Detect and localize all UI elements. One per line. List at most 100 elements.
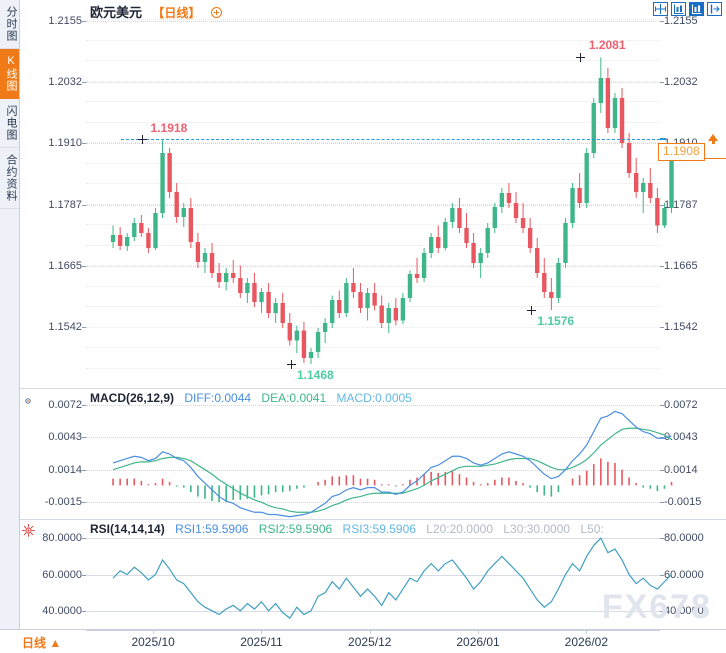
annotation-cross-marker xyxy=(138,134,148,144)
rsi-axis-label: 60.0000 xyxy=(42,568,82,581)
macd-axis-label: -0.0015 xyxy=(44,496,82,509)
minor-gridline xyxy=(86,203,660,205)
timeframe-button[interactable]: 日线 ▲ xyxy=(22,636,62,650)
time-axis-tick xyxy=(153,630,155,634)
minor-gridline xyxy=(86,326,660,328)
rsi2-value: RSI2:59.5906 xyxy=(258,522,333,536)
sidebar-item-kline[interactable]: K线图 xyxy=(0,49,19,99)
sidebar-item-timeline[interactable]: 分时图 xyxy=(0,0,19,49)
price-legend: 欧元美元 【日线】 xyxy=(90,2,229,21)
annotation-cross-marker xyxy=(576,53,586,62)
macd-axis-left: 0.0072 0.0043 0.0014 -0.0015 xyxy=(20,389,86,519)
price-axis-label: 1.1542 xyxy=(48,321,82,333)
annotation-cross-marker xyxy=(526,305,536,315)
axis-tick xyxy=(82,204,86,206)
price-axis-left: 1.2155 1.2032 1.1910 1.1787 1.1665 1.1542 xyxy=(20,0,86,388)
candlestick-series xyxy=(110,57,674,364)
axis-tick xyxy=(660,437,664,439)
macd-macd-value: MACD:0.0005 xyxy=(336,391,412,405)
gridline xyxy=(86,610,660,612)
minor-gridline xyxy=(86,285,660,287)
price-axis-label: 1.1542 xyxy=(664,321,698,333)
gridline xyxy=(86,143,660,144)
crosshair-icon[interactable] xyxy=(653,2,668,16)
minor-gridline xyxy=(86,183,660,184)
axis-tick xyxy=(82,20,86,22)
sidebar-item-lightning[interactable]: 闪电图 xyxy=(0,99,19,148)
current-price-tag[interactable]: 1.1908 xyxy=(658,143,705,161)
minor-gridline xyxy=(86,306,660,307)
rsi-axis-right: 80.0000 60.0000 40.0000 xyxy=(660,520,726,629)
time-axis-label: 2025/12 xyxy=(348,635,392,649)
macd-title: MACD(26,12,9) xyxy=(90,391,175,405)
symbol-label: 欧元美元 xyxy=(90,5,143,20)
rsi-axis-label: 40.0000 xyxy=(664,604,704,617)
macd-panel[interactable]: 0.0072 0.0043 0.0014 -0.0015 0.0072 0.0043 0.… xyxy=(20,389,726,519)
macd-axis-label: 0.0014 xyxy=(664,463,698,476)
rsi-gridlines xyxy=(86,520,660,629)
sidebar-item-contract-info[interactable]: 合约资料 xyxy=(0,148,19,209)
time-axis: 日线 ▲ 2025/10 2025/11 2025/12 2026/01 2026/02 xyxy=(0,629,726,653)
axis-tick xyxy=(82,502,86,504)
export-icon[interactable] xyxy=(707,2,722,16)
chart-scale-left-icon[interactable] xyxy=(671,2,686,16)
annotation-swing-low: 1.1576 xyxy=(537,314,575,328)
time-axis-label: 2026/02 xyxy=(564,635,609,649)
axis-tick xyxy=(82,610,86,612)
gridline xyxy=(86,20,660,22)
price-axis-label: 1.1787 xyxy=(48,198,82,211)
axis-tick xyxy=(660,204,664,206)
axis-tick xyxy=(82,437,86,439)
macd-axis-label: 0.0043 xyxy=(48,431,82,444)
minor-gridline xyxy=(86,121,660,123)
annotation-swing-high: 1.2081 xyxy=(588,37,626,52)
axis-tick xyxy=(82,469,86,471)
chart-scale-right-icon[interactable] xyxy=(689,2,704,16)
axis-tick xyxy=(660,574,664,576)
gridline xyxy=(86,327,660,328)
sun-alert-icon[interactable] xyxy=(22,524,35,542)
axis-tick xyxy=(82,538,86,540)
time-axis-tick xyxy=(586,630,588,634)
minor-gridline xyxy=(86,19,660,20)
annotation-swing-high: 1.1918 xyxy=(150,121,188,135)
minor-gridline xyxy=(86,162,660,164)
rsi-panel[interactable]: 80.0000 60.0000 40.0000 80.0000 60.0000 40.0… xyxy=(20,520,726,629)
price-up-triangle-stem xyxy=(711,140,715,144)
axis-tick xyxy=(660,538,664,540)
price-axis-label: 1.2032 xyxy=(664,76,698,88)
reference-price-line-cap xyxy=(660,138,666,140)
gridline xyxy=(86,404,660,406)
axis-tick xyxy=(82,82,86,83)
rsi-l50-value: L50: xyxy=(580,522,604,536)
macd-legend: MACD(26,12,9) DIFF:0.0044 DEA:0.0041 MAC… xyxy=(90,391,419,405)
macd-axis-right: 0.0072 0.0043 0.0014 -0.0015 xyxy=(660,389,726,519)
rsi-axis-label: 40.0000 xyxy=(42,604,82,617)
price-axis-label: 1.2032 xyxy=(48,76,82,88)
time-axis-tick xyxy=(478,630,480,634)
macd-gridlines xyxy=(86,389,660,519)
panel-divider-1 xyxy=(20,388,726,389)
time-axis-tick xyxy=(369,630,371,634)
axis-tick xyxy=(82,265,86,267)
macd-plot-background xyxy=(20,389,726,519)
sidebar-filler xyxy=(0,209,19,629)
price-axis-label: 1.1665 xyxy=(664,259,698,272)
price-up-triangle-icon xyxy=(708,134,718,141)
rsi-legend: RSI(14,14,14) RSI1:59.5906 RSI2:59.5906 … xyxy=(90,522,611,536)
price-chart-panel[interactable]: 1.2155 1.2032 1.1910 1.1787 1.1665 1.1542 1.2… xyxy=(20,0,726,389)
time-axis-label: 2026/01 xyxy=(456,635,500,649)
price-axis-label: 1.2155 xyxy=(48,14,82,27)
rsi-title: RSI(14,14,14) xyxy=(90,522,165,536)
gear-icon[interactable] xyxy=(22,394,34,412)
minor-gridline xyxy=(86,244,660,246)
gridline xyxy=(86,502,660,504)
circle-plus-icon[interactable] xyxy=(210,7,222,18)
axis-tick xyxy=(660,610,664,612)
time-axis-rule xyxy=(86,630,660,631)
gridline xyxy=(86,538,660,540)
reference-price-line xyxy=(121,139,660,140)
rsi-axis-label: 80.0000 xyxy=(42,532,82,545)
macd-dea-value: DEA:0.0041 xyxy=(261,391,327,405)
